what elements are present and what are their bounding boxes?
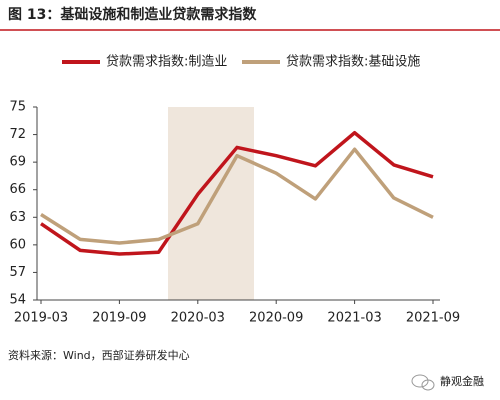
y-tick-label: 75 (9, 100, 26, 115)
y-tick-label: 72 (9, 127, 26, 142)
series-line (40, 147, 434, 245)
watermark-icon (411, 374, 435, 391)
x-tick-label: 2021-03 (327, 311, 381, 326)
y-tick-label: 69 (9, 155, 26, 170)
y-tick-label: 54 (9, 293, 26, 308)
x-tick-label: 2020-03 (171, 311, 225, 326)
x-tick-label: 2021-09 (406, 311, 460, 326)
x-tick-label: 2020-09 (249, 311, 303, 326)
y-tick-label: 60 (9, 237, 26, 252)
series-line (40, 130, 434, 256)
source-note: 资料来源：Wind，西部证券研发中心 (8, 348, 190, 362)
y-tick-label: 57 (9, 265, 26, 280)
y-tick-label: 66 (9, 182, 26, 197)
y-tick-label: 63 (9, 210, 26, 225)
chart-title: 图 13：基础设施和制造业贷款需求指数 (8, 6, 257, 23)
legend-label: 贷款需求指数:制造业 (106, 55, 227, 70)
watermark: 静观金融 (440, 374, 484, 388)
legend-label: 贷款需求指数:基础设施 (286, 55, 420, 70)
x-tick-label: 2019-03 (14, 311, 68, 326)
x-tick-label: 2019-09 (92, 311, 146, 326)
